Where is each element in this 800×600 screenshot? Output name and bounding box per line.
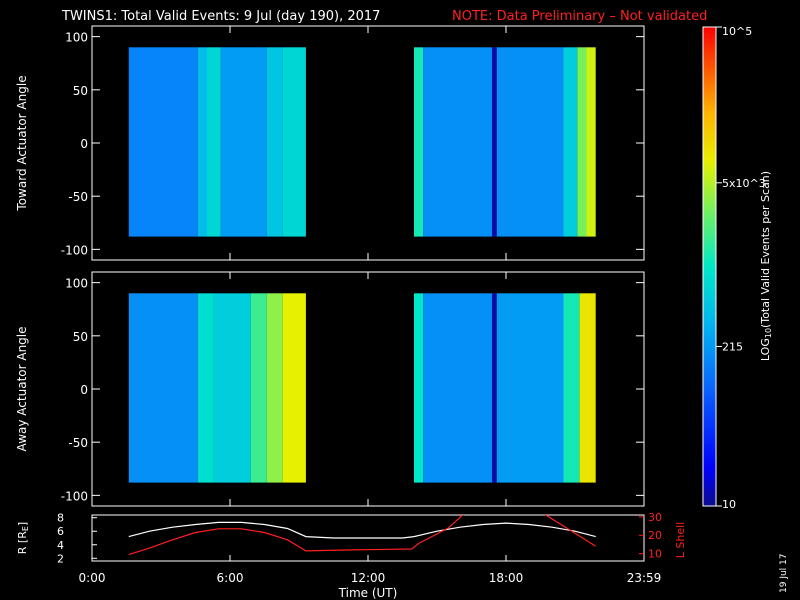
top-heatmap-band-2	[207, 47, 221, 237]
bottom-heatmap-band-11	[579, 293, 596, 483]
time-tick-label-3: 18:00	[489, 571, 524, 585]
bottom-heatmap-band-9	[496, 293, 564, 483]
bottom-heatmap-band-8	[492, 293, 497, 483]
figure-title: TWINS1: Total Valid Events: 9 Jul (day 1…	[61, 9, 380, 24]
orbit-ytick-label-1: 4	[57, 539, 64, 552]
top-panel-ylabel: Toward Actuator Angle	[15, 75, 29, 211]
colorbar-tick-label-0: 10^5	[722, 25, 752, 38]
top-heatmap-band-6	[414, 47, 424, 237]
bottom-heatmap-band-7	[423, 293, 493, 483]
top-heatmap-band-11	[577, 47, 587, 237]
time-tick-label-0: 0:00	[79, 571, 106, 585]
orbit-series-1	[128, 515, 597, 556]
colorbar-label: LOG10(Total Valid Events per Scan)	[759, 171, 773, 361]
top-heatmap-band-3	[220, 47, 267, 237]
bottom-heatmap-band-10	[563, 293, 580, 483]
bottom-ytick-label-1: 50	[73, 330, 88, 344]
top-heatmap-band-12	[586, 47, 596, 237]
orbit-ytick-label-0: 2	[57, 552, 64, 565]
orbit-ytick-label-2: 6	[57, 525, 64, 538]
orbit-ytick-right-label-0: 10	[648, 548, 662, 561]
top-heatmap-band-0	[128, 47, 198, 237]
bottom-panel-axis: 100 50 0 -50 -100	[61, 272, 645, 506]
bottom-heatmap-band-2	[213, 293, 251, 483]
orbit-panel-ylabel-right: L Shell	[674, 522, 687, 558]
top-heatmap-band-7	[423, 47, 493, 237]
top-ytick-label-4: -100	[61, 243, 88, 257]
time-tick-label-1: 6:00	[217, 571, 244, 585]
orbit-ytick-label-3: 8	[57, 512, 64, 525]
bottom-heatmap-band-0	[128, 293, 198, 483]
top-panel-axis: 100 50 0 -50 -100	[61, 26, 645, 260]
top-heatmap-band-4	[266, 47, 283, 237]
time-tick-label-4: 23:59	[627, 571, 662, 585]
bottom-heatmap-band-6	[414, 293, 424, 483]
top-heatmap-band-9	[496, 47, 564, 237]
top-ytick-label-2: 0	[80, 137, 88, 151]
top-heatmap-band-5	[282, 47, 306, 237]
bottom-heatmap-band-4	[266, 293, 283, 483]
bottom-heatmap-band-5	[282, 293, 306, 483]
orbit-lines	[128, 515, 597, 556]
bottom-heatmap-band-1	[197, 293, 214, 483]
colorbar-tick-label-2: 215	[722, 340, 743, 353]
orbit-series-0	[128, 521, 596, 539]
colorbar-tick-label-1: 5x10^3	[722, 177, 766, 190]
colorbar-ticks: 10^5 5x10^3 215 10	[716, 25, 766, 511]
colorbar	[702, 26, 717, 507]
bottom-ytick-label-0: 100	[65, 277, 88, 291]
top-heatmap-band-8	[492, 47, 497, 237]
top-heatmap-band-10	[563, 47, 578, 237]
bottom-ytick-label-2: 0	[80, 383, 88, 397]
date-stamp: 19 Jul 17	[779, 554, 789, 594]
orbit-ytick-right-label-1: 20	[648, 529, 662, 542]
top-ytick-label-0: 100	[65, 31, 88, 45]
bottom-heatmap	[128, 293, 596, 483]
preliminary-note: NOTE: Data Preliminary – Not validated	[452, 9, 707, 24]
bottom-panel-ylabel: Away Actuator Angle	[15, 326, 29, 451]
top-ytick-label-1: 50	[73, 84, 88, 98]
time-tick-label-2: 12:00	[351, 571, 386, 585]
top-heatmap-band-1	[197, 47, 207, 237]
colorbar-tick-label-3: 10	[722, 498, 736, 511]
bottom-heatmap-band-3	[250, 293, 267, 483]
top-ytick-label-3: -50	[68, 190, 88, 204]
orbit-panel-ylabel: R [RE]	[16, 522, 30, 554]
time-axis-label: Time (UT)	[338, 586, 398, 600]
orbit-ytick-right-label-2: 30	[648, 511, 662, 524]
bottom-ytick-label-4: -100	[61, 489, 88, 503]
top-heatmap	[128, 47, 596, 237]
bottom-ytick-label-3: -50	[68, 436, 88, 450]
